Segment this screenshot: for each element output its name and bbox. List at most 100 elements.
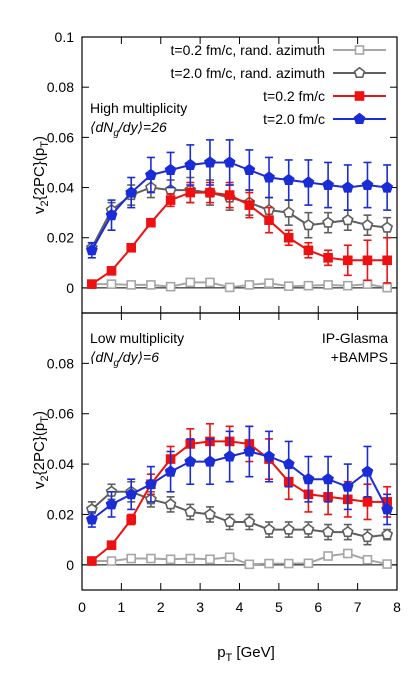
legend-entry-label: t=0.2 fm/c, rand. azimuth <box>171 42 325 58</box>
data-point <box>323 551 333 561</box>
data-point <box>381 221 394 233</box>
annotation-title: High multiplicity <box>90 100 187 116</box>
data-point <box>205 554 215 565</box>
series-line <box>91 450 389 521</box>
data-point <box>282 173 295 185</box>
data-point <box>322 473 334 485</box>
series-line <box>91 191 388 285</box>
legend-entry-label: t=0.2 fm/c <box>263 88 325 104</box>
x-tick-label: 7 <box>354 599 362 615</box>
data-point <box>105 208 118 221</box>
data-point <box>184 158 197 170</box>
y-tick-label: 0.06 <box>47 406 74 422</box>
x-tick-label: 8 <box>393 599 401 615</box>
series-3 <box>85 139 394 259</box>
data-point <box>263 450 275 462</box>
y-tick-label: 0.06 <box>47 129 74 145</box>
data-point <box>353 112 366 124</box>
series-line <box>90 161 388 251</box>
data-point <box>244 280 255 290</box>
y-tick-label: 0 <box>66 557 74 573</box>
data-point <box>323 280 333 290</box>
data-point <box>205 187 215 198</box>
data-point <box>381 503 394 515</box>
data-point <box>224 190 235 200</box>
data-point <box>204 156 216 168</box>
series-0 <box>87 548 392 570</box>
data-point <box>85 513 98 525</box>
data-point <box>184 455 197 467</box>
x-tick-label: 2 <box>157 599 165 615</box>
data-point <box>283 232 294 243</box>
data-point <box>87 556 97 566</box>
data-point <box>382 255 392 266</box>
data-point <box>185 553 196 564</box>
data-point <box>204 508 216 520</box>
annotation-title: Low multiplicity <box>90 330 184 346</box>
data-point <box>263 171 275 183</box>
data-point <box>341 181 354 193</box>
data-point <box>361 219 374 231</box>
data-point <box>381 181 394 193</box>
data-point <box>204 455 216 467</box>
x-tick-label: 3 <box>196 599 204 615</box>
data-point <box>302 176 315 188</box>
x-axis-title: pT [GeV] <box>217 644 275 664</box>
data-point <box>361 530 374 543</box>
data-point <box>282 206 295 218</box>
data-point <box>322 525 334 538</box>
data-point <box>126 514 137 525</box>
data-point <box>223 156 236 168</box>
data-point <box>223 515 236 528</box>
x-tick-label: 5 <box>275 599 283 615</box>
data-point <box>145 168 157 180</box>
data-point <box>205 277 215 288</box>
model-label: +BAMPS <box>331 349 388 365</box>
data-point <box>106 266 117 276</box>
data-point <box>322 216 334 228</box>
data-point <box>323 253 333 263</box>
data-point <box>223 450 236 462</box>
y-axis-label: v2{2PC}(pT) <box>31 136 51 214</box>
data-point <box>164 163 177 175</box>
series-line <box>91 552 388 566</box>
y-axis-label: v2{2PC}(pT) <box>31 411 51 489</box>
data-point <box>264 278 274 288</box>
data-point <box>264 558 274 569</box>
data-point <box>362 255 373 266</box>
x-tick-label: 6 <box>314 599 322 615</box>
y-tick-label: 0.02 <box>47 230 74 246</box>
data-point <box>354 91 365 101</box>
data-point <box>106 279 117 289</box>
series-0 <box>87 277 392 293</box>
data-point <box>185 187 196 198</box>
data-point <box>361 178 374 190</box>
top-panel: 0 0.02 0.04 0.06 0.08 0.1 v2{2PC}(pT) t=0.2 fm/… <box>31 29 398 314</box>
bottom-panel: 0 0.02 0.04 0.06 0.08 0 1 2 3 4 5 6 7 8 v2{2PC}(pT) Low… <box>31 312 401 615</box>
data-point <box>353 66 366 78</box>
data-point <box>165 281 176 292</box>
data-point <box>125 488 138 500</box>
data-point <box>145 478 157 490</box>
data-point <box>125 186 138 198</box>
legend: t=0.2 fm/c, rand. azimuth t=2.0 fm/c, ran… <box>171 42 386 127</box>
data-point <box>382 282 392 293</box>
data-point <box>243 515 256 528</box>
x-tick-label: 4 <box>236 599 244 615</box>
data-point <box>146 217 156 228</box>
series-2 <box>87 181 392 289</box>
data-point <box>264 215 274 225</box>
data-point <box>303 280 314 291</box>
data-point <box>106 556 117 566</box>
data-point <box>165 554 176 565</box>
y-tick-label: 0.08 <box>47 79 74 95</box>
legend-entry-label: t=2.0 fm/c <box>263 111 325 127</box>
y-tick-label: 0 <box>66 280 74 296</box>
data-point <box>87 279 97 289</box>
data-point <box>303 245 314 256</box>
annotation-multiplicity: ⟨dNg/dy⟩=6 <box>90 349 159 369</box>
y-tick-label: 0.04 <box>47 456 74 472</box>
data-point <box>184 505 197 517</box>
y-tick-label: 0.1 <box>55 29 75 45</box>
